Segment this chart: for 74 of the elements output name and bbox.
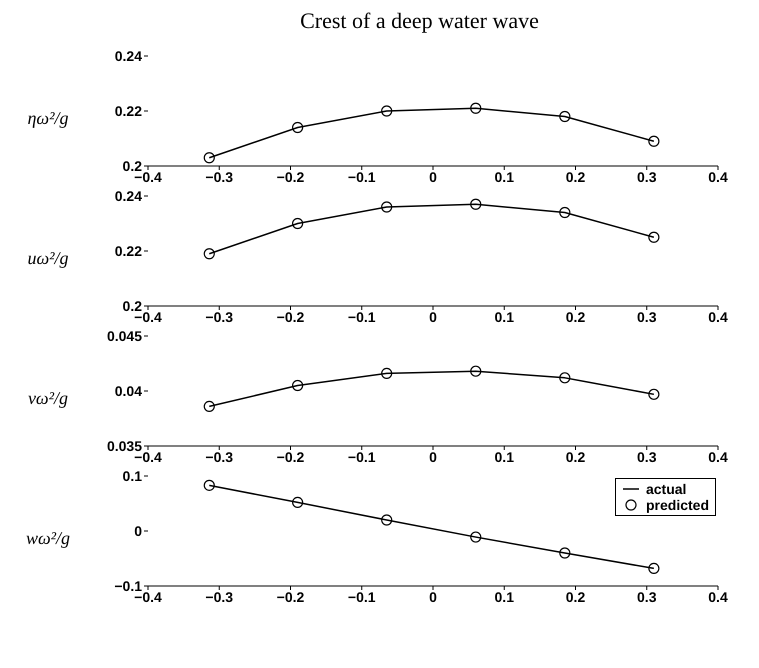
x-tick-label: 0.4 [708,448,728,465]
point [559,206,570,218]
y-tick-label: 0.1 [122,468,142,484]
x-tick-label: −0.2 [276,308,305,325]
x-tick-label: −0.3 [205,168,234,185]
x-tick-label: −0.2 [276,448,305,465]
y-tick-label: 0.24 [114,48,142,64]
point [470,366,482,377]
y-tick-label: −0.1 [114,578,142,594]
point [292,122,304,134]
x-tick-label: 0.2 [566,308,586,325]
point [204,480,215,491]
x-tick-label: −0.2 [276,588,305,605]
point [648,136,660,147]
legend-label: predicted [646,497,709,513]
point [204,248,215,260]
x-tick-label: 0.2 [566,588,586,605]
y-axis-title: ηω²/g [26,108,70,128]
point [292,380,304,392]
x-tick-label: 0.1 [494,588,514,605]
y-axis-title: wω²/g [24,528,72,548]
x-tick-label: 0.3 [637,308,657,325]
point [559,372,570,384]
x-tick-label: 0.1 [494,308,514,325]
point [470,102,482,114]
y-tick-label: 0.24 [114,188,142,204]
point [292,496,304,508]
x-tick-label: 0.2 [566,168,586,185]
point [559,110,570,122]
y-tick-label: 0 [134,522,142,539]
x-tick-label: −0.3 [205,588,234,605]
y-tick-label: 0.22 [114,242,142,259]
x-tick-label: 0.3 [637,448,657,465]
x-tick-label: 0.4 [708,168,728,185]
x-tick-label: 0.1 [494,168,514,185]
x-tick-label: 0 [429,308,438,325]
x-tick-label: 0 [429,448,438,465]
point [470,531,482,543]
x-tick-label: 0 [429,588,438,605]
chart-title: Crest of a deep water wave [299,8,540,34]
point [204,152,215,164]
x-tick-label: −0.3 [205,448,234,465]
y-axis-title: vω²/g [26,388,70,408]
point [292,218,304,230]
point [381,368,392,379]
x-tick-label: 0 [429,168,438,185]
x-tick-label: −0.1 [348,308,376,325]
x-tick-label: −0.2 [276,168,305,185]
y-tick-label: 0.2 [122,298,142,314]
y-tick-label: 0.045 [106,328,142,344]
x-tick-label: −0.1 [348,588,376,605]
point [648,388,660,400]
point [648,232,660,243]
point [381,201,392,213]
y-tick-label: 0.2 [122,158,142,174]
point [648,562,660,574]
point [559,547,570,559]
y-tick-label: 0.22 [114,102,142,119]
point [470,198,482,210]
x-tick-label: −0.1 [348,168,376,185]
y-tick-label: 0.04 [114,382,142,399]
x-tick-label: 0.3 [637,168,657,185]
x-tick-label: 0.4 [708,588,728,605]
point [381,105,392,117]
point [381,514,392,526]
legend-label: actual [646,481,686,497]
y-axis-title: uω²/g [26,248,70,268]
x-tick-label: 0.4 [708,308,728,325]
x-tick-label: 0.3 [637,588,657,605]
x-tick-label: −0.3 [205,308,234,325]
x-tick-label: 0.2 [566,448,586,465]
point [204,400,215,412]
x-tick-label: 0.1 [494,448,514,465]
x-tick-label: −0.1 [348,448,376,465]
